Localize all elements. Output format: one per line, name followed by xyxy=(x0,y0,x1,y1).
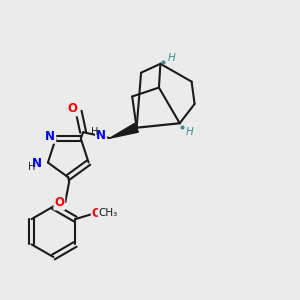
Text: N: N xyxy=(96,129,106,142)
Text: O: O xyxy=(92,207,102,220)
Polygon shape xyxy=(110,123,138,138)
Text: O: O xyxy=(67,103,77,116)
Text: N: N xyxy=(32,157,42,170)
Text: O: O xyxy=(54,196,64,209)
Text: H: H xyxy=(186,127,194,136)
Text: N: N xyxy=(45,130,55,143)
Text: CH₃: CH₃ xyxy=(98,208,118,218)
Text: H: H xyxy=(91,127,98,136)
Text: H: H xyxy=(168,53,176,64)
Text: H: H xyxy=(28,162,35,172)
